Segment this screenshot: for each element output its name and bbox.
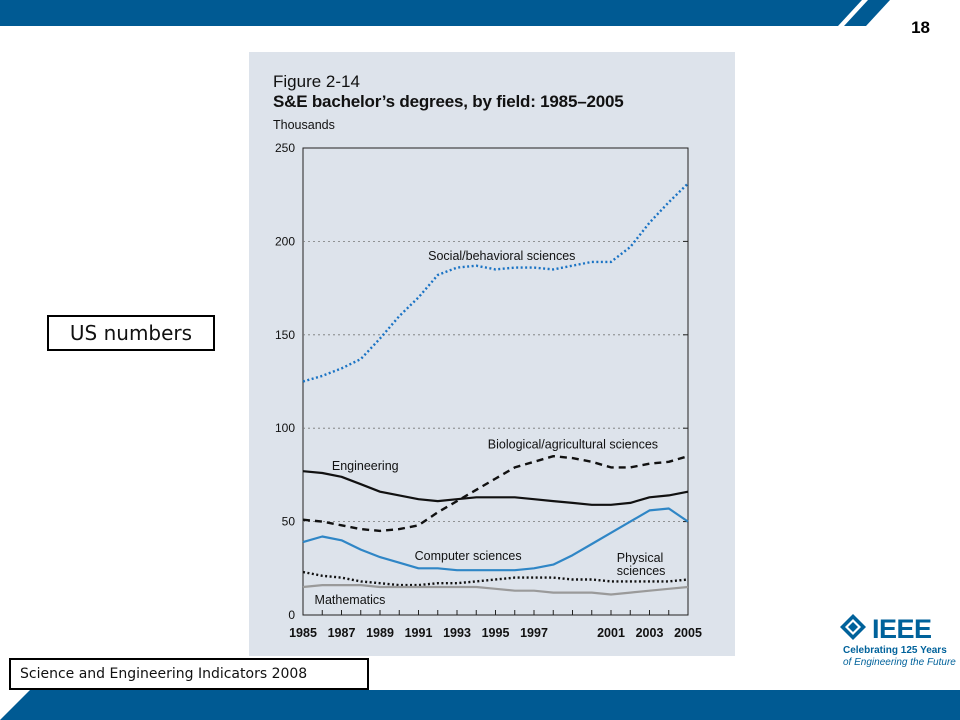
y-axis-label: Thousands bbox=[273, 118, 335, 132]
series-line-physical-sciences bbox=[302, 570, 689, 587]
chart-title: S&E bachelor’s degrees, by field: 1985–2… bbox=[273, 92, 624, 111]
x-tick-label: 2001 bbox=[597, 626, 625, 640]
x-tick-label: 1991 bbox=[405, 626, 433, 640]
series-label: Engineering bbox=[332, 459, 399, 473]
y-tick-label: 0 bbox=[288, 608, 295, 622]
x-tick-label: 1987 bbox=[328, 626, 356, 640]
plot-frame bbox=[302, 147, 689, 616]
y-tick-label: 100 bbox=[275, 421, 295, 435]
y-tick-label: 50 bbox=[282, 515, 296, 529]
bottom-band bbox=[0, 690, 960, 720]
ieee-diamond-icon bbox=[840, 614, 866, 640]
x-tick-label: 2005 bbox=[674, 626, 702, 640]
series-line-social-behavioral-sciences bbox=[302, 182, 689, 383]
x-tick-label: 1997 bbox=[520, 626, 548, 640]
series-line-computer-sciences bbox=[302, 507, 689, 572]
x-tick-label: 1995 bbox=[482, 626, 510, 640]
x-tick-label: 1985 bbox=[289, 626, 317, 640]
x-tick-label: 2003 bbox=[636, 626, 664, 640]
y-tick-label: 150 bbox=[275, 328, 295, 342]
ieee-tagline-2: of Engineering the Future bbox=[843, 657, 956, 668]
figure-panel bbox=[249, 52, 735, 656]
ieee-logo-text: IEEE bbox=[872, 614, 932, 644]
x-tick-label: 1993 bbox=[443, 626, 471, 640]
us-numbers-callout: US numbers bbox=[47, 315, 215, 351]
y-tick-label: 250 bbox=[275, 141, 295, 155]
series-label: Mathematics bbox=[315, 593, 386, 607]
series-label: Physical bbox=[617, 551, 664, 565]
series-label: Computer sciences bbox=[415, 549, 522, 563]
slide-number: 18 bbox=[911, 18, 930, 37]
x-tick-label: 1989 bbox=[366, 626, 394, 640]
series-label: Social/behavioral sciences bbox=[428, 249, 575, 263]
source-citation: Science and Engineering Indicators 2008 bbox=[9, 658, 369, 690]
top-band bbox=[0, 0, 890, 26]
figure-number: Figure 2-14 bbox=[273, 72, 360, 91]
series-line-engineering bbox=[302, 470, 689, 506]
series-line-mathematics bbox=[302, 583, 689, 596]
series-label: sciences bbox=[617, 564, 666, 578]
series-line-biological-agricultural-sciences bbox=[302, 455, 689, 533]
y-tick-label: 200 bbox=[275, 234, 295, 248]
ieee-tagline-1: Celebrating 125 Years bbox=[843, 645, 947, 656]
series-label: Biological/agricultural sciences bbox=[488, 438, 658, 452]
